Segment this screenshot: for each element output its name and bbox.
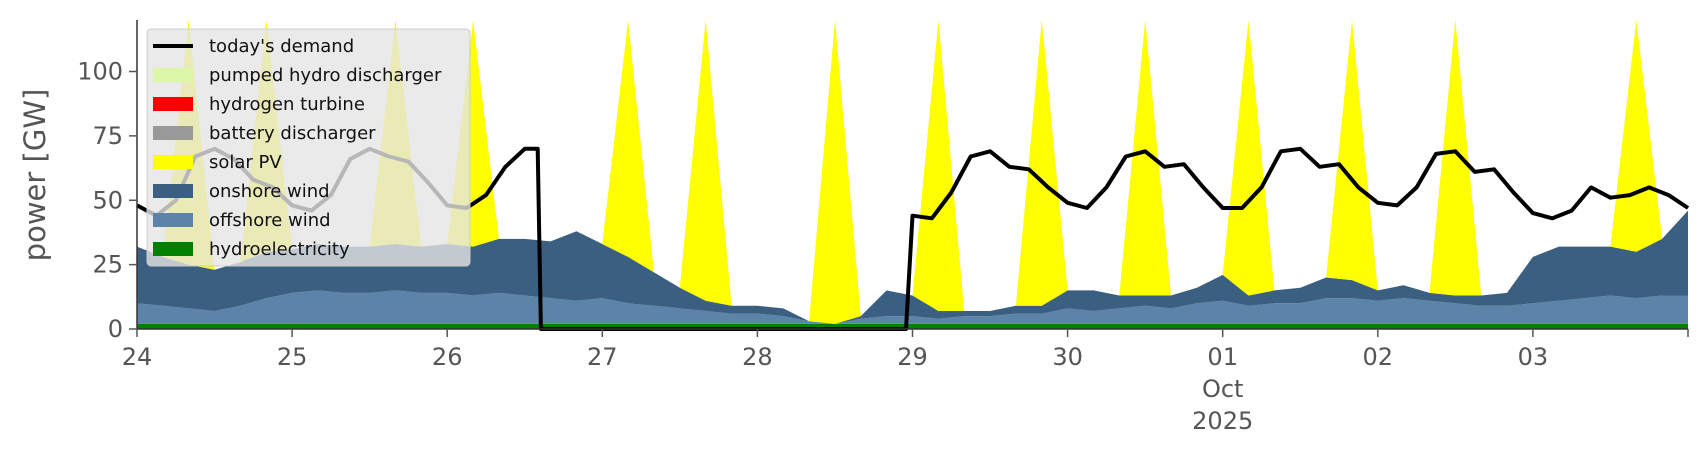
legend: today's demand pumped hydro discharger hyd…: [146, 28, 471, 267]
y-tick-label: 25: [92, 251, 123, 279]
legend-swatch: [153, 184, 193, 198]
legend-label: hydrogen turbine: [209, 94, 365, 115]
legend-swatch: [153, 242, 193, 256]
legend-label: today's demand: [209, 36, 354, 57]
y-tick-label: 100: [77, 58, 123, 86]
legend-label: offshore wind: [209, 210, 331, 231]
area-hydroelectricity: [137, 323, 1688, 329]
legend-label: pumped hydro discharger: [209, 65, 442, 86]
area-onshore-wind: [137, 210, 1688, 324]
y-axis-title: power [GW]: [18, 89, 52, 262]
legend-swatch: [153, 68, 193, 82]
x-tick-label: 24: [122, 343, 153, 371]
x-tick-month-label: Oct: [1202, 375, 1244, 403]
x-tick-label: 30: [1052, 343, 1083, 371]
stacked-areas: [137, 20, 1688, 329]
x-tick-label: 27: [587, 343, 618, 371]
legend-label: battery discharger: [209, 123, 376, 144]
x-tick-label: 29: [897, 343, 928, 371]
axes: 0 25 50 75 100 24 25 26 27 28 29 30 01 Oct 2025 02 03: [77, 20, 1689, 435]
area-offshore-wind: [137, 290, 1688, 324]
legend-label: hydroelectricity: [209, 239, 350, 260]
legend-swatch: [153, 213, 193, 227]
legend-swatch: [153, 97, 193, 111]
legend-label: solar PV: [209, 152, 282, 173]
x-tick-label: 26: [432, 343, 463, 371]
legend-label: onshore wind: [209, 181, 330, 202]
x-tick-label: 01: [1207, 343, 1238, 371]
y-tick-label: 75: [92, 122, 123, 150]
y-tick-label: 0: [108, 315, 123, 343]
legend-box: [146, 28, 471, 267]
legend-swatch: [153, 155, 193, 169]
x-tick-label: 28: [742, 343, 773, 371]
x-tick-year-label: 2025: [1192, 407, 1253, 435]
x-tick-label: 03: [1518, 343, 1549, 371]
x-tick-label: 02: [1363, 343, 1394, 371]
y-tick-label: 50: [92, 186, 123, 214]
x-tick-label: 25: [277, 343, 308, 371]
legend-swatch: [153, 126, 193, 140]
